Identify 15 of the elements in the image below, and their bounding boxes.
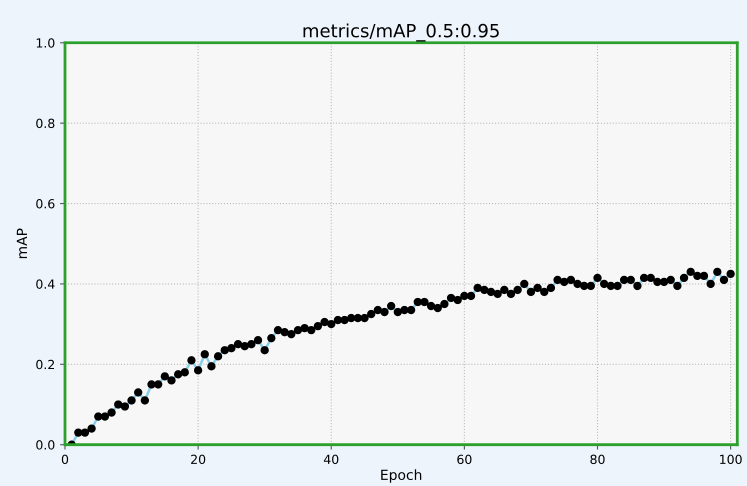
x-tick-label: 80 [590, 454, 605, 464]
x-tick-label: 0 [62, 454, 68, 464]
y-tick-label: 0.2 [36, 360, 54, 370]
y-tick-label: 0.8 [36, 118, 54, 128]
x-tick-label: 40 [324, 454, 338, 464]
y-tick-label: 1.0 [36, 38, 54, 48]
chart-title: metrics/mAP_0.5:0.95 [304, 23, 499, 42]
x-tick-label: 100 [720, 454, 742, 464]
x-tick-label: 60 [457, 454, 472, 464]
y-tick-label: 0.6 [36, 199, 54, 208]
y-tick-label: 0.0 [36, 440, 54, 450]
x-tick-label: 20 [191, 454, 206, 464]
y-tick-label: 0.4 [36, 279, 55, 289]
x-axis-title: Epoch [381, 469, 422, 483]
y-axis-title: mAP [16, 228, 27, 258]
